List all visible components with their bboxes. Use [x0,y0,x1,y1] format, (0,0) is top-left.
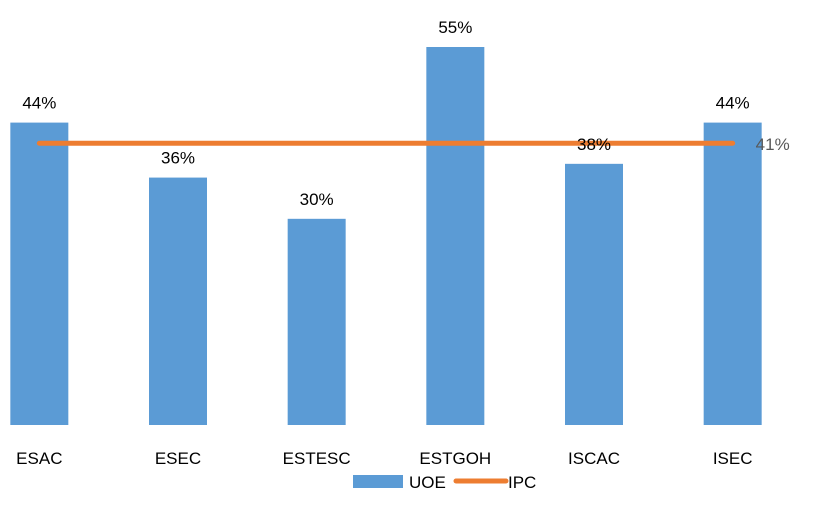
bar-value-label-esac: 44% [22,94,56,113]
bar-value-label-esec: 36% [161,149,195,168]
legend-label-uoe: UOE [409,473,446,492]
bar-value-label-iscac: 38% [577,135,611,154]
category-label-esac: ESAC [16,449,62,468]
category-label-esec: ESEC [155,449,201,468]
bar-esac [10,122,69,425]
labels-layer: 44% ESAC 36% ESEC 30% ESTESC 55% ESTGOH 38% ISCAC… [16,18,790,468]
bar-iscac [565,163,623,425]
bars-layer [10,47,762,425]
category-label-estesc: ESTESC [283,449,351,468]
ipc-line-value-label: 41% [756,135,790,154]
bar-value-label-isec: 44% [716,94,750,113]
category-label-isec: ISEC [713,449,753,468]
legend: UOE IPC [353,473,536,492]
bar-estgoh [426,47,485,425]
bar-esec [149,177,207,425]
bar-isec [703,122,762,425]
bar-value-label-estgoh: 55% [438,18,472,37]
category-label-iscac: ISCAC [568,449,620,468]
category-label-estgoh: ESTGOH [419,449,491,468]
legend-swatch-uoe [353,475,403,488]
legend-label-ipc: IPC [508,473,536,492]
bar-estesc [287,218,346,425]
bar-value-label-estesc: 30% [300,190,334,209]
